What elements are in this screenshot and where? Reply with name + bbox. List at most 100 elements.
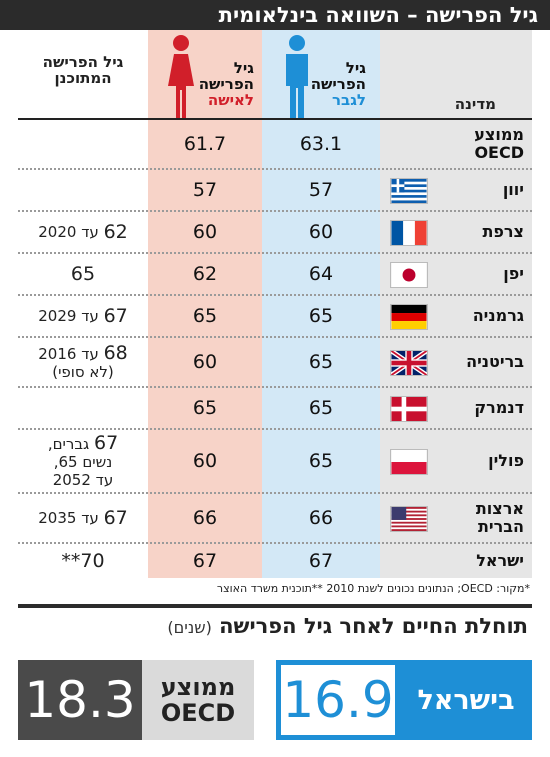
header-planned: גיל הפרישה המתוכנן — [18, 30, 148, 118]
woman-value: 60 — [192, 351, 218, 373]
life-expectancy-unit: (שנים) — [167, 618, 212, 637]
planned-number: 67 — [103, 507, 128, 529]
man-figure-icon — [286, 35, 308, 118]
planned-cell: 65 — [18, 254, 148, 294]
header-woman-line2: הפרישה — [198, 75, 254, 93]
planned-text: גברים, — [47, 434, 90, 453]
country-name: צרפת — [482, 222, 524, 241]
planned-text: עד 2020 — [38, 223, 99, 241]
country-cell: ארצות הברית — [380, 494, 532, 542]
planned-number: 67 — [103, 305, 128, 327]
woman-value: 61.7 — [183, 133, 227, 155]
country-cell: צרפת — [380, 212, 532, 252]
planned-cell — [18, 388, 148, 428]
header-woman-line3: לאישה — [207, 91, 254, 109]
header-woman: גיל הפרישה לאישה — [148, 30, 262, 118]
retirement-table: גיל הפרישה המתוכנן גיל הפרישה לאישה גיל … — [18, 30, 532, 578]
header-planned-line1: גיל הפרישה — [42, 53, 124, 71]
table-row-britain: 68 עד 2016 (לא סופי) 60 65 בריטניה — [18, 336, 532, 386]
header-man-label: גיל הפרישה לגבר — [306, 60, 366, 108]
usa-flag-icon — [390, 506, 428, 532]
man-value: 65 — [308, 397, 334, 419]
denmark-flag-icon — [390, 396, 428, 422]
man-column-bg — [262, 30, 380, 578]
man-value: 57 — [308, 179, 334, 201]
woman-figure-icon — [168, 35, 194, 118]
woman-value: 66 — [192, 507, 218, 529]
oecd-label-line1: ממוצע — [160, 673, 236, 701]
country-cell: דנמרק — [380, 388, 532, 428]
country-name: ישראל — [476, 551, 524, 570]
woman-value: 65 — [192, 305, 218, 327]
woman-value: 62 — [192, 263, 218, 285]
planned-text: עד 2016 — [38, 344, 99, 363]
table-row-denmark: 65 65 דנמרק — [18, 386, 532, 428]
planned-note-2: עד 2052 — [52, 470, 114, 489]
header-man: גיל הפרישה לגבר — [262, 30, 380, 118]
man-value: 63.1 — [299, 133, 343, 155]
man-value: 65 — [308, 305, 334, 327]
source-footnote: *מקור: OECD; הנתונים נכונים לשנת 2010 **… — [216, 582, 530, 595]
country-name: ארצות — [475, 499, 524, 518]
woman-column-bg — [148, 30, 262, 578]
woman-value: 57 — [192, 179, 218, 201]
country-name: פולין — [488, 451, 524, 470]
oecd-value-box: 18.3 — [18, 660, 142, 740]
country-cell: יפן — [380, 254, 532, 294]
poland-flag-icon — [390, 449, 428, 475]
country-name: בריטניה — [466, 352, 524, 371]
planned-cell: 70** — [18, 544, 148, 578]
planned-note: (לא סופי) — [52, 362, 114, 381]
table-row-usa: 67 עד 2035 66 66 ארצות הברית — [18, 492, 532, 542]
planned-number: 67 — [94, 431, 119, 454]
table-row-france: 62 עד 2020 60 60 צרפת — [18, 210, 532, 252]
country-cell: ישראל — [380, 544, 532, 578]
planned-cell — [18, 120, 148, 168]
man-value: 64 — [308, 263, 334, 285]
country-name-line2: הברית — [477, 517, 524, 536]
planned-cell: 67 גברים, נשים 65, עד 2052 — [18, 430, 148, 492]
woman-value: 67 — [192, 550, 218, 572]
life-expectancy-title-text: תוחלת החיים לאחר גיל הפרישה — [219, 614, 528, 638]
planned-note: נשים 65, — [53, 452, 113, 471]
country-name: ממוצע — [474, 125, 524, 144]
man-value: 66 — [308, 507, 334, 529]
header-man-line2: הפרישה — [310, 75, 366, 93]
oecd-label-line2: OECD — [160, 699, 236, 727]
planned-number: 62 — [103, 221, 128, 243]
planned-number: 70** — [61, 550, 105, 572]
japan-flag-icon — [390, 262, 428, 288]
woman-value: 65 — [192, 397, 218, 419]
uk-flag-icon — [390, 350, 428, 376]
country-cell: ממוצע OECD — [380, 120, 532, 168]
planned-text: עד 2035 — [38, 509, 99, 527]
header-planned-line2: המתוכנן — [54, 69, 112, 87]
table-row-japan: 65 62 64 יפן — [18, 252, 532, 294]
planned-cell: 68 עד 2016 (לא סופי) — [18, 338, 148, 386]
country-cell: פולין — [380, 430, 532, 492]
planned-cell: 67 עד 2029 — [18, 296, 148, 336]
page-title: גיל הפרישה – השוואה בינלאומית — [0, 0, 550, 30]
table-row-israel: 70** 67 67 ישראל — [18, 542, 532, 578]
israel-value-box: 16.9 — [276, 660, 400, 740]
header-man-line1: גיל — [345, 59, 366, 77]
country-name-line2: OECD — [474, 143, 524, 162]
planned-cell — [18, 170, 148, 210]
country-cell: גרמניה — [380, 296, 532, 336]
planned-number: 68 — [103, 341, 128, 364]
section-divider — [18, 604, 532, 608]
france-flag-icon — [390, 220, 428, 246]
man-value: 60 — [308, 221, 334, 243]
country-name: יוון — [502, 180, 524, 199]
oecd-label-box: ממוצע OECD — [142, 660, 254, 740]
germany-flag-icon — [390, 304, 428, 330]
country-name: דנמרק — [474, 398, 524, 417]
life-expectancy-title: תוחלת החיים לאחר גיל הפרישה (שנים) — [18, 614, 532, 638]
country-cell: בריטניה — [380, 338, 532, 386]
woman-value: 60 — [192, 221, 218, 243]
woman-value: 60 — [192, 450, 218, 472]
table-row-germany: 67 עד 2029 65 65 גרמניה — [18, 294, 532, 336]
header-man-line3: לגבר — [332, 91, 366, 109]
country-cell: יוון — [380, 170, 532, 210]
header-woman-line1: גיל — [233, 59, 254, 77]
